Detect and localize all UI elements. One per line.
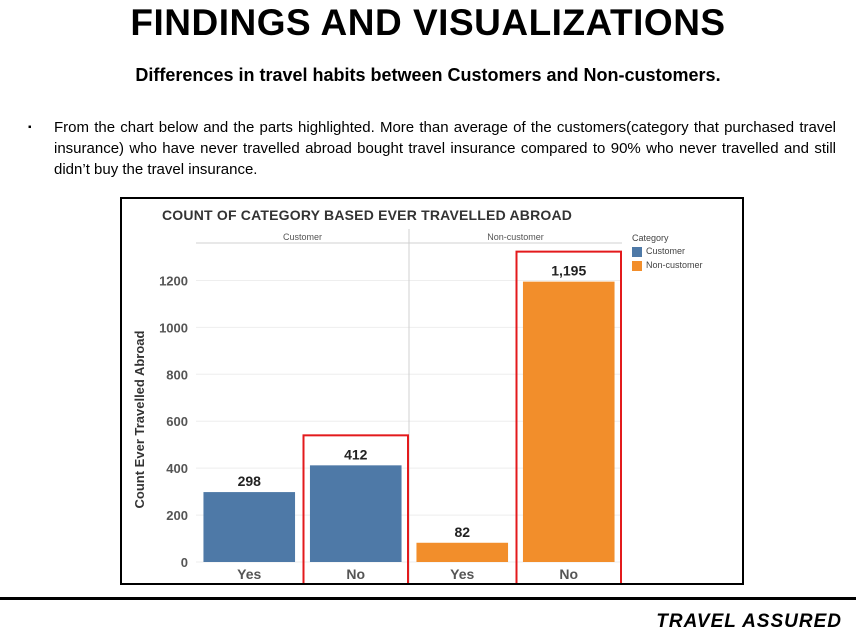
y-tick-label: 200 — [166, 508, 188, 523]
bullet-marker-icon: ▪ — [28, 122, 32, 133]
y-axis-label: Count Ever Travelled Abroad — [132, 330, 147, 508]
x-tick-label: Yes — [450, 566, 474, 582]
y-tick-label: 400 — [166, 461, 188, 476]
chart-title: COUNT OF CATEGORY BASED EVER TRAVELLED A… — [162, 207, 573, 223]
y-tick-label: 1200 — [159, 273, 188, 288]
highlight-box — [515, 250, 622, 583]
highlight-box — [302, 434, 409, 583]
bullet-text: From the chart below and the parts highl… — [54, 119, 836, 178]
x-tick-label: No — [346, 566, 365, 582]
slide-subtitle: Differences in travel habits between Cus… — [135, 65, 721, 85]
x-tick-label: No — [559, 566, 578, 582]
legend-label-non-customer: Non-customer — [646, 260, 703, 270]
bullet-point: ▪ From the chart below and the parts hig… — [28, 117, 836, 180]
legend-swatch-non-customer — [632, 260, 642, 271]
slide-title: FINDINGS AND VISUALIZATIONS — [130, 2, 726, 43]
panel-header: Non-customer — [487, 232, 544, 242]
x-tick-label: Yes — [237, 566, 261, 582]
legend-title: Category — [632, 233, 669, 243]
bar-non-customer-no — [522, 281, 615, 562]
brand-logo: TRAVEL ASSURED — [656, 611, 842, 632]
y-tick-label: 800 — [166, 367, 188, 382]
footer-divider — [0, 597, 856, 600]
legend: Category Customer Non-customer — [632, 233, 703, 273]
chart-frame: 0 200 400 600 800 1000 1200 Customer Non-custome… — [120, 197, 744, 585]
data-label: 1,195 — [551, 263, 586, 279]
legend-label-customer: Customer — [646, 246, 686, 256]
data-label: 82 — [454, 524, 470, 540]
y-tick-label: 0 — [181, 555, 188, 570]
data-label: 412 — [344, 446, 368, 462]
data-label: 298 — [238, 473, 262, 489]
y-tick-label: 600 — [166, 414, 188, 429]
panel-header: Customer — [283, 232, 322, 242]
legend-swatch-customer — [632, 246, 642, 257]
bar-non-customer-yes — [416, 542, 509, 562]
legend-item-non-customer: Non-customer — [632, 259, 703, 273]
bar-customer-no — [309, 465, 402, 562]
bar-chart: 0 200 400 600 800 1000 1200 Customer Non-custome… — [132, 229, 622, 583]
legend-item-customer: Customer — [632, 245, 703, 259]
bar-customer-yes — [203, 492, 296, 562]
y-tick-label: 1000 — [159, 320, 188, 335]
